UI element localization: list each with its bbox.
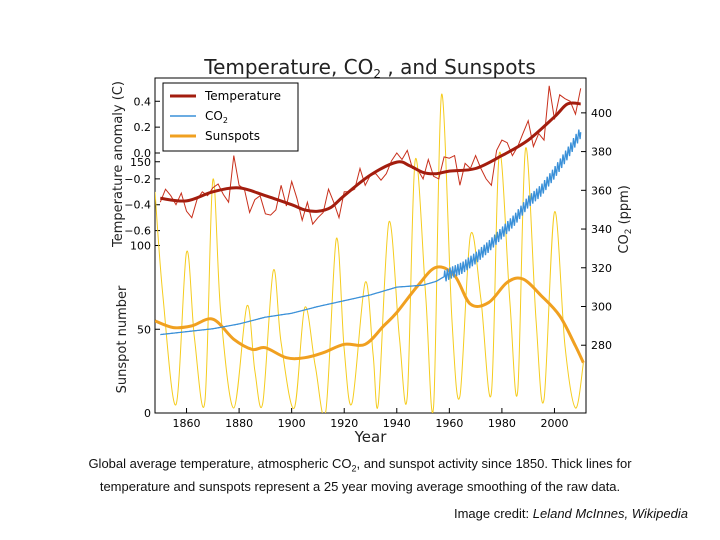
x-tick-label: 1900 xyxy=(278,417,306,430)
x-tick-label: 1920 xyxy=(330,417,358,430)
temp-y-axis-label: Temperature anomaly (C) xyxy=(111,81,126,248)
caption-line2: temperature and sunspots represent a 25 … xyxy=(99,478,621,494)
credit-prefix: Image credit: xyxy=(453,506,533,521)
co2-y-tick-label: 380 xyxy=(591,146,612,159)
co2-y-tick-label: 360 xyxy=(591,184,612,197)
sunspot-y-tick-label: 100 xyxy=(130,240,151,253)
sunspot-y-tick-label: 50 xyxy=(137,323,151,336)
image-credit: Image credit: Leland McInnes, Wikipedia xyxy=(454,506,688,521)
co2-y-tick-label: 400 xyxy=(591,107,612,120)
chart-legend: Temperature CO2 Sunspots xyxy=(162,82,299,152)
x-tick-label: 2000 xyxy=(540,417,568,430)
co2-y-tick-label: 300 xyxy=(591,300,612,313)
figure-caption: Global average temperature, atmospheric … xyxy=(40,455,680,495)
x-tick-label: 1880 xyxy=(225,417,253,430)
caption-line1-sub: 2 xyxy=(351,463,357,474)
temp-y-tick-label: −0.2 xyxy=(124,173,151,186)
caption-line1-post: , and sunspot activity since 1850. Thick… xyxy=(356,456,632,471)
temp-y-tick-label: −0.6 xyxy=(124,225,151,238)
plot-area xyxy=(155,85,585,413)
legend-box xyxy=(162,82,299,152)
co2-y-axis-label: CO2 (ppm) xyxy=(617,185,634,254)
x-tick-label: 1960 xyxy=(435,417,463,430)
x-tick-label: 1980 xyxy=(488,417,516,430)
legend-label: Sunspots xyxy=(205,129,260,143)
chart-root: Temperature, CO2 , and Sunspots 1860 1880 1… xyxy=(111,55,634,446)
x-axis-label: Year xyxy=(354,428,388,446)
sunspot-y-axis-label: Sunspot number xyxy=(115,285,130,393)
series-sunspots-raw xyxy=(155,93,584,413)
co2-y-tick-label: 280 xyxy=(591,339,612,352)
legend-label: CO2 xyxy=(205,109,228,125)
temp-y-tick-label: 0.4 xyxy=(134,95,152,108)
temp-y-tick-label: 0.2 xyxy=(134,121,152,134)
chart-title: Temperature, CO2 , and Sunspots xyxy=(203,55,535,81)
chart-figure: Temperature, CO2 , and Sunspots 1860 1880 1… xyxy=(111,55,634,446)
caption-line1-pre: Global average temperature, atmospheric … xyxy=(88,456,352,471)
sunspot-y-tick-label: 0 xyxy=(144,407,151,420)
x-tick-label: 1940 xyxy=(383,417,411,430)
legend-label: Temperature xyxy=(204,89,281,103)
co2-y-tick-label: 340 xyxy=(591,223,612,236)
series-sunspots xyxy=(155,265,585,364)
sunspot-y-tick-label: 150 xyxy=(130,156,151,169)
series-co2 xyxy=(160,129,582,336)
series-temperature xyxy=(160,101,581,213)
co2-y-tick-label: 320 xyxy=(591,262,612,275)
temp-y-tick-label: −0.4 xyxy=(124,199,151,212)
temp-y-tick-label: 0.0 xyxy=(134,147,152,160)
credit-source: Leland McInnes, Wikipedia xyxy=(532,506,688,521)
x-tick-label: 1860 xyxy=(173,417,201,430)
